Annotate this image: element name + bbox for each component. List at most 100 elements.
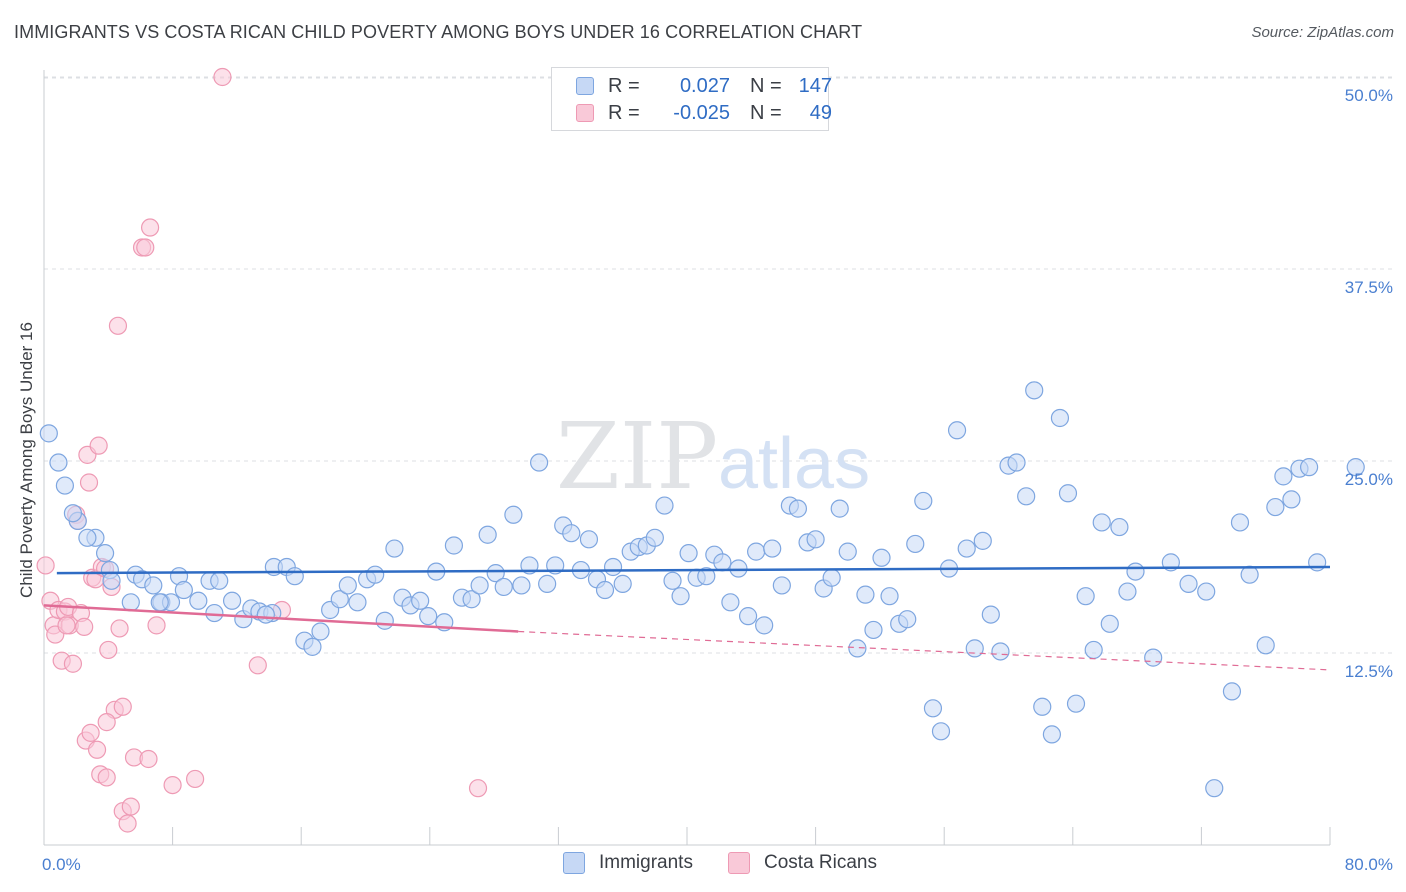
series-legend: Immigrants Costa Ricans bbox=[0, 852, 1406, 878]
trend-lines bbox=[43, 565, 1331, 671]
immigrants-point-35 bbox=[330, 590, 349, 609]
immigrants-point-134 bbox=[1205, 779, 1224, 798]
immigrants-point-118 bbox=[1033, 697, 1052, 716]
costa-ricans-point-29 bbox=[87, 740, 107, 759]
immigrants-point-53 bbox=[486, 564, 505, 583]
immigrants-point-54 bbox=[494, 577, 513, 597]
immigrants-point-122 bbox=[1066, 694, 1086, 713]
x-tick-label-0: 0.0% bbox=[42, 855, 81, 874]
costa-ricans-point-41 bbox=[163, 775, 182, 795]
legend-r-value: -0.025 bbox=[673, 101, 730, 124]
immigrants-point-37 bbox=[348, 593, 367, 612]
immigrants-point-98 bbox=[864, 620, 883, 640]
immigrants-point-111 bbox=[973, 531, 992, 550]
immigrants-point-82 bbox=[729, 559, 748, 578]
immigrants-point-85 bbox=[755, 616, 774, 635]
costa-ricans-point-24 bbox=[108, 316, 128, 335]
immigrants-point-110 bbox=[965, 639, 984, 658]
immigrants-point-115 bbox=[1007, 453, 1026, 472]
immigrants-point-64 bbox=[579, 530, 599, 549]
immigrants-point-56 bbox=[512, 576, 531, 595]
immigrants-point-48 bbox=[444, 536, 464, 555]
immigrants-point-6 bbox=[78, 528, 97, 547]
costa-ricans-point-34 bbox=[118, 814, 137, 833]
immigrants-point-33 bbox=[311, 622, 330, 641]
immigrants-point-11 bbox=[144, 576, 163, 595]
immigrants-point-4 bbox=[63, 504, 83, 523]
costa-ricans-point-15 bbox=[79, 473, 99, 492]
immigrants-point-136 bbox=[1230, 513, 1250, 532]
immigrants-point-86 bbox=[763, 539, 782, 558]
y-axis-label: Child Poverty Among Boys Under 16 bbox=[17, 322, 36, 598]
costa-ricans-point-35 bbox=[121, 797, 140, 816]
legend-swatch-immigrants bbox=[563, 852, 585, 874]
legend-row-costa-ricans: R = -0.025 N = 49 bbox=[576, 101, 832, 125]
immigrants-point-81 bbox=[721, 593, 740, 612]
legend-r-value: 0.027 bbox=[679, 74, 730, 97]
immigrants-point-66 bbox=[595, 580, 615, 600]
immigrants-point-55 bbox=[504, 505, 523, 524]
costa-ricans-point-28 bbox=[81, 723, 100, 742]
immigrants-point-91 bbox=[806, 530, 825, 549]
immigrants-point-106 bbox=[931, 722, 951, 741]
immigrants-point-113 bbox=[991, 642, 1010, 661]
immigrants-point-117 bbox=[1025, 381, 1044, 400]
immigrants-point-44 bbox=[411, 591, 430, 610]
immigrants-point-32 bbox=[303, 637, 322, 656]
immigrants-point-99 bbox=[872, 548, 891, 567]
immigrants-point-39 bbox=[366, 565, 385, 584]
immigrants-point-141 bbox=[1282, 490, 1301, 509]
legend-n-label: N = bbox=[750, 74, 782, 97]
immigrants-point-73 bbox=[655, 496, 674, 515]
costa-ricans-point-43 bbox=[213, 67, 232, 87]
x-tick-label-1: 80.0% bbox=[1345, 855, 1393, 874]
immigrants-point-94 bbox=[830, 499, 849, 518]
immigrants-point-109 bbox=[957, 539, 976, 558]
immigrants-point-45 bbox=[419, 607, 438, 626]
immigrants-point-97 bbox=[856, 585, 875, 604]
legend-n-value: 147 bbox=[798, 74, 832, 97]
immigrants-point-26 bbox=[256, 605, 275, 624]
immigrants-point-138 bbox=[1256, 636, 1275, 655]
costa-ricans-point-39 bbox=[140, 218, 160, 237]
watermark-atlas: atlas bbox=[718, 424, 870, 504]
watermark: ZIP atlas bbox=[556, 403, 870, 510]
immigrants-point-112 bbox=[981, 605, 1000, 624]
immigrants-point-116 bbox=[1017, 487, 1036, 506]
immigrants-point-58 bbox=[530, 453, 549, 472]
axes bbox=[43, 70, 1331, 846]
legend-label-immigrants: Immigrants bbox=[599, 852, 693, 873]
costa-ricans-point-13 bbox=[75, 617, 94, 636]
immigrants-point-21 bbox=[222, 591, 242, 610]
immigrants-point-133 bbox=[1197, 582, 1216, 601]
immigrants-point-83 bbox=[738, 607, 758, 626]
immigrants-point-100 bbox=[880, 587, 899, 606]
legend-r-label: R = bbox=[608, 101, 640, 124]
costa-ricans-point-25 bbox=[110, 619, 129, 638]
immigrants-point-95 bbox=[838, 542, 857, 561]
immigrants-point-135 bbox=[1222, 682, 1242, 701]
immigrants-point-143 bbox=[1300, 458, 1319, 477]
immigrants-point-130 bbox=[1144, 648, 1163, 667]
immigrants-point-129 bbox=[1126, 562, 1145, 581]
immigrants-point-123 bbox=[1076, 587, 1095, 606]
immigrants-point-74 bbox=[663, 571, 682, 590]
immigrants-point-41 bbox=[385, 539, 404, 558]
immigrants-point-67 bbox=[603, 557, 623, 577]
immigrants-point-103 bbox=[906, 534, 925, 554]
legend-swatch-blue bbox=[576, 77, 594, 95]
legend-swatch-costa-ricans bbox=[728, 852, 750, 874]
costa-ricans-point-31 bbox=[97, 768, 116, 787]
immigrants-point-96 bbox=[848, 639, 867, 658]
immigrants-point-62 bbox=[562, 524, 581, 543]
legend-item-costa-ricans: Costa Ricans bbox=[728, 852, 877, 874]
immigrants-point-126 bbox=[1100, 614, 1119, 633]
immigrants-point-89 bbox=[788, 499, 808, 518]
immigrants-point-124 bbox=[1084, 640, 1103, 660]
chart-title: IMMIGRANTS VS COSTA RICAN CHILD POVERTY … bbox=[14, 22, 863, 42]
legend-n-label: N = bbox=[750, 101, 782, 124]
costa-ricans-point-40 bbox=[147, 616, 166, 635]
immigrants-point-84 bbox=[747, 542, 766, 561]
y-tick-label-1: 25.0% bbox=[1345, 470, 1393, 489]
immigrants-point-72 bbox=[645, 528, 664, 547]
